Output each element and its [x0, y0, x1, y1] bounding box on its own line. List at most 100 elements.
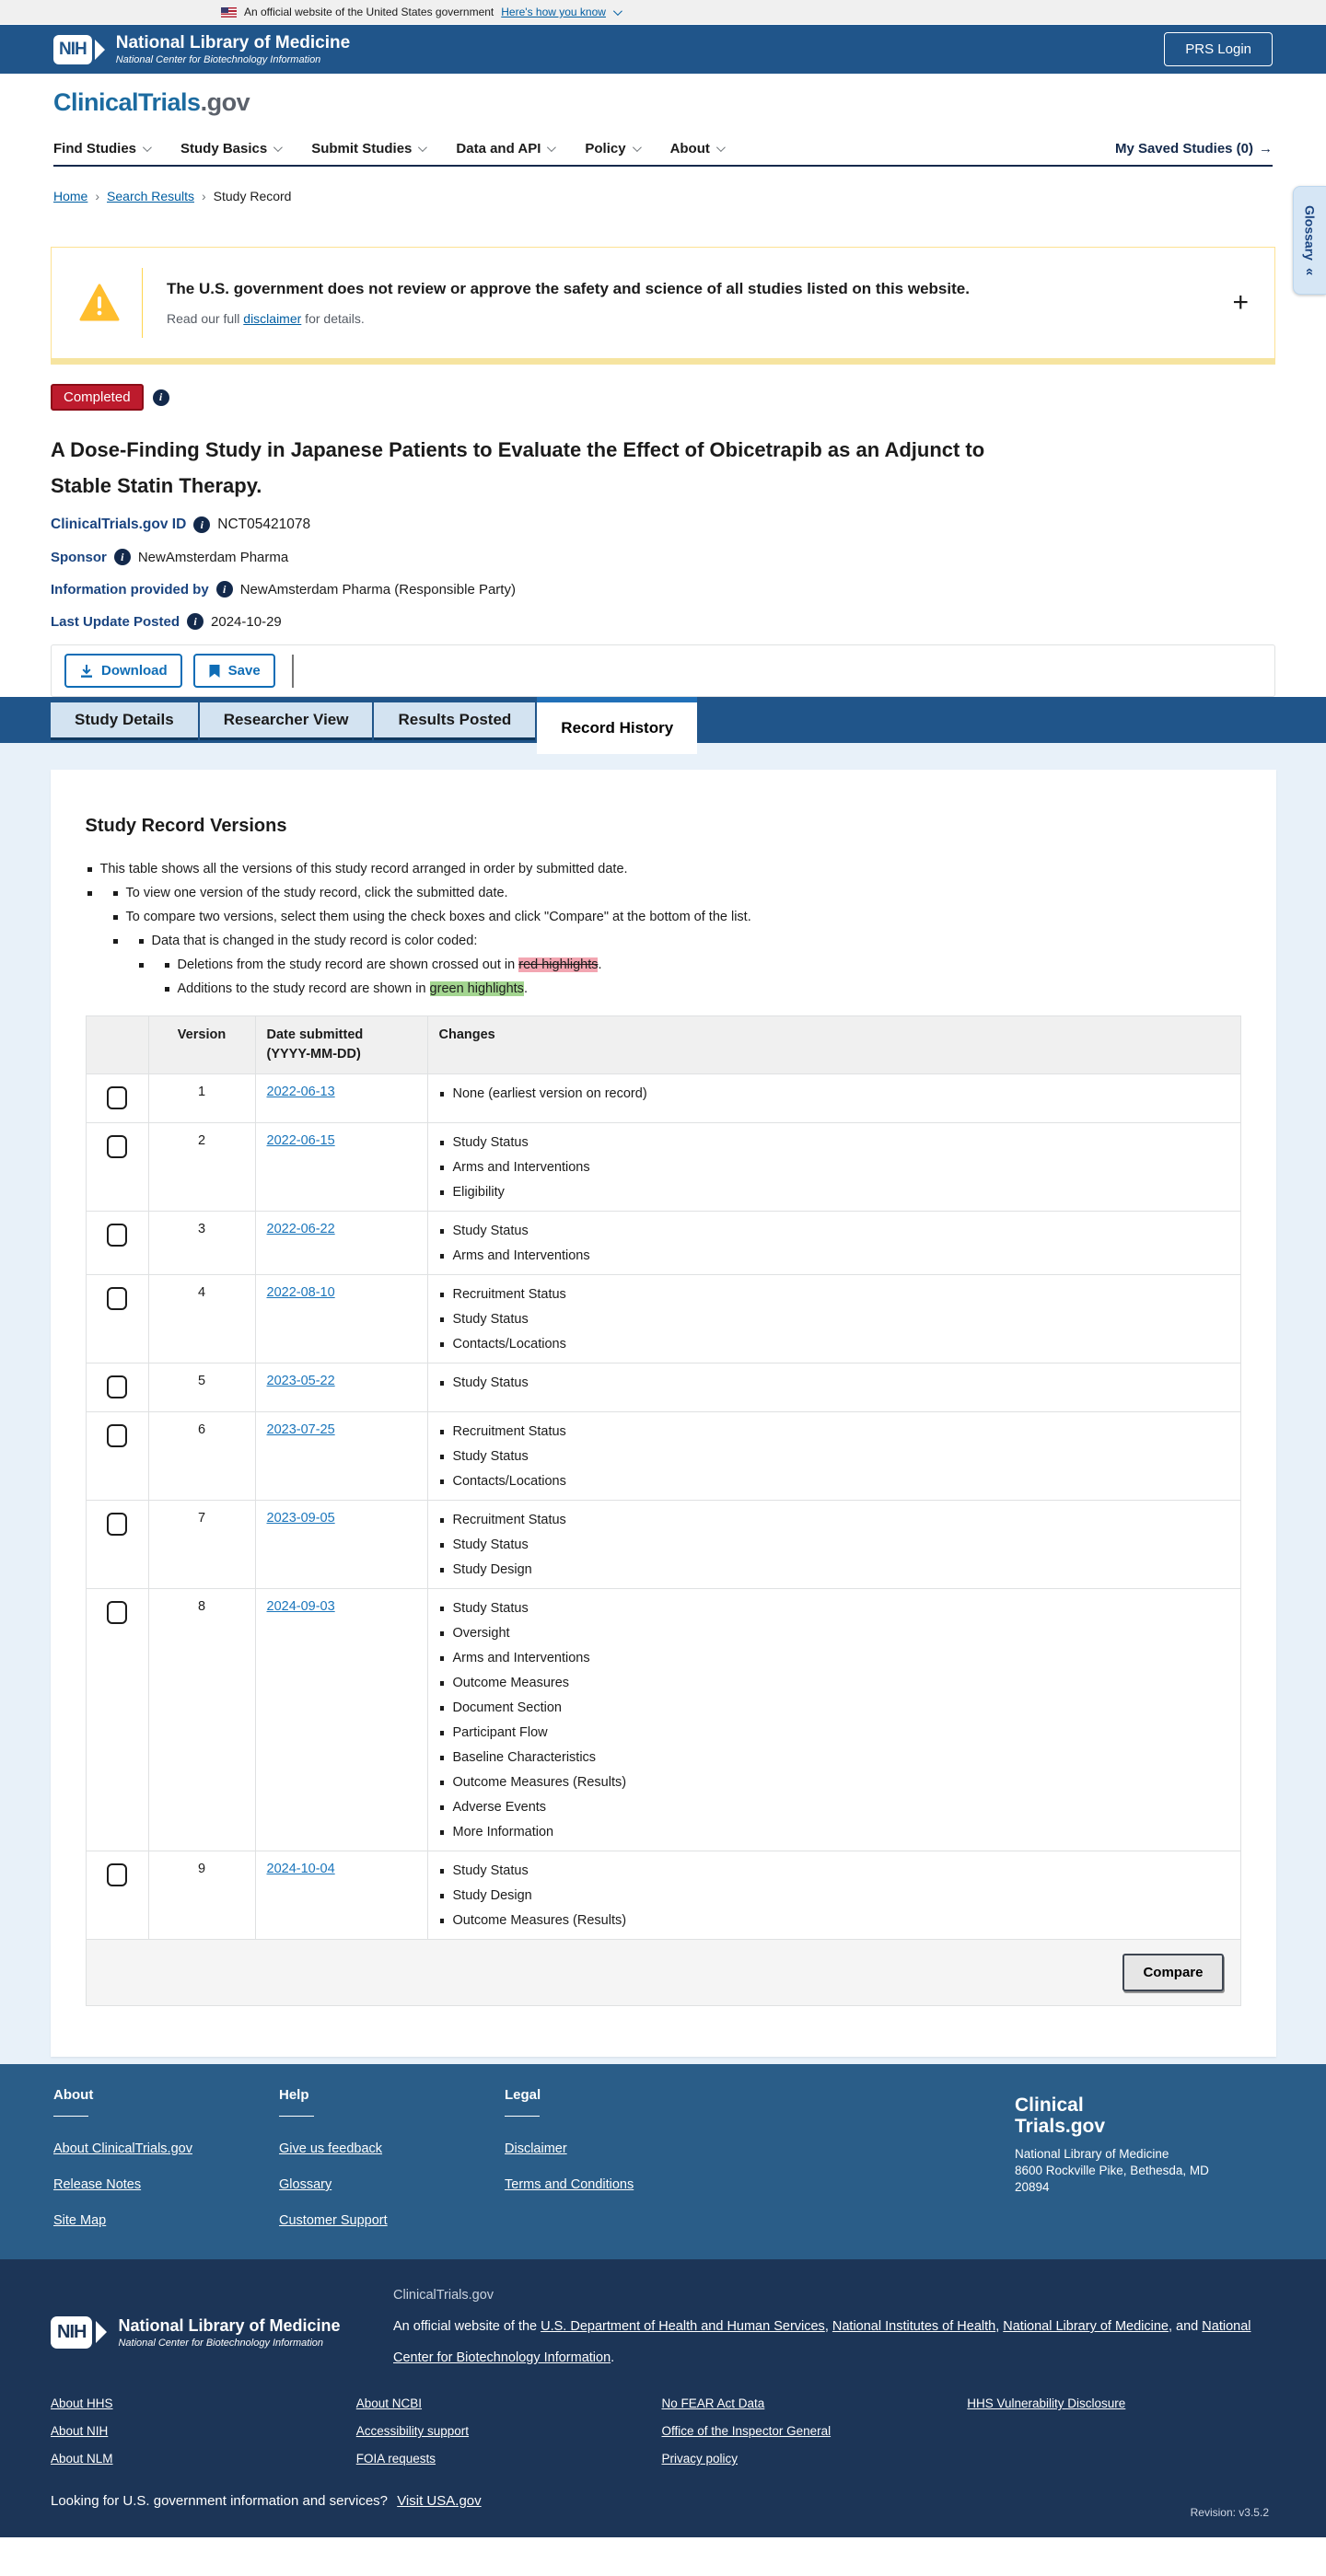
deletions-text: Deletions from the study record are show… — [177, 957, 519, 972]
breadcrumb-search-results-link[interactable]: Search Results — [107, 189, 194, 203]
changes-list: None (earliest version on record) — [439, 1085, 1229, 1103]
bottom-footer-link[interactable]: About HHS — [51, 2396, 113, 2410]
footer-link[interactable]: Glossary — [279, 2177, 332, 2192]
change-item: Study Design — [439, 1886, 1229, 1905]
table-row: 9 2024-10-04 Study Status Study Design Out… — [85, 1851, 1241, 1940]
version-checkbox[interactable] — [107, 1863, 127, 1886]
info-icon[interactable]: i — [187, 613, 204, 630]
disclaimer-link[interactable]: disclaimer — [243, 311, 302, 326]
nav-item[interactable]: Study Basics — [180, 141, 284, 157]
bottom-footer-link[interactable]: HHS Vulnerability Disclosure — [967, 2396, 1126, 2410]
footer-link[interactable]: Disclaimer — [505, 2141, 567, 2156]
version-checkbox[interactable] — [107, 1086, 127, 1109]
save-button[interactable]: Save — [192, 654, 275, 688]
official-statement-link[interactable]: U.S. Department of Health and Human Serv… — [541, 2319, 825, 2334]
nav-item-label: About — [669, 140, 710, 157]
footer-link[interactable]: Customer Support — [279, 2213, 388, 2228]
warning-subtext-suffix: for details. — [301, 311, 365, 326]
info-icon[interactable]: i — [113, 549, 131, 565]
clinicaltrials-logo[interactable]: ClinicalTrials.gov — [53, 88, 1273, 117]
date-cell: 2022-06-15 — [254, 1122, 428, 1212]
tab-results-posted[interactable]: Results Posted — [374, 702, 536, 740]
version-date-link[interactable]: 2024-10-04 — [266, 1862, 335, 1876]
version-checkbox[interactable] — [107, 1135, 127, 1158]
nlm-footer-org-name: National Library of Medicine — [118, 2315, 341, 2335]
tab-record-history[interactable]: Record History — [537, 697, 698, 754]
version-date-link[interactable]: 2022-08-10 — [266, 1285, 335, 1300]
version-checkbox[interactable] — [107, 1375, 127, 1398]
tab-researcher-view[interactable]: Researcher View — [199, 702, 373, 740]
study-record-versions-card: Study Record Versions This table shows a… — [50, 770, 1276, 2057]
date-cell: 2024-10-04 — [254, 1851, 428, 1940]
nav-item[interactable]: About — [669, 140, 726, 157]
table-row: 3 2022-06-22 Study Status Arms and Interv… — [85, 1211, 1241, 1275]
version-date-link[interactable]: 2022-06-22 — [266, 1222, 335, 1236]
info-icon[interactable]: i — [215, 581, 233, 598]
heres-how-you-know-link[interactable]: Here's how you know — [501, 6, 606, 18]
official-statement-link[interactable]: National Library of Medicine — [1003, 2319, 1169, 2334]
saved-studies-label: My Saved Studies (0) — [1114, 140, 1253, 157]
footer-link[interactable]: Release Notes — [53, 2177, 142, 2192]
nav-item-label: Find Studies — [53, 140, 136, 157]
bottom-footer-link[interactable]: About NLM — [51, 2452, 113, 2466]
warning-text-block: The U.S. government does not review or a… — [167, 280, 970, 326]
official-statement-link[interactable]: National Institutes of Health — [832, 2319, 996, 2334]
visit-usa-gov-link[interactable]: Visit USA.gov — [397, 2493, 482, 2509]
footer-link[interactable]: Give us feedback — [279, 2141, 383, 2156]
version-date-link[interactable]: 2024-09-03 — [266, 1599, 335, 1614]
version-date-link[interactable]: 2023-09-05 — [266, 1511, 335, 1526]
changes-cell: Study Status Arms and Interventions — [426, 1211, 1241, 1275]
changes-column-header: Changes — [426, 1015, 1241, 1074]
nlm-footer-titles: National Library of Medicine National Ce… — [118, 2316, 340, 2349]
bottom-footer-link[interactable]: About NCBI — [355, 2396, 423, 2410]
footer-link[interactable]: Site Map — [53, 2213, 107, 2228]
bottom-footer-link[interactable]: Office of the Inspector General — [661, 2424, 832, 2438]
compare-button[interactable]: Compare — [1122, 1954, 1224, 1991]
version-date-link[interactable]: 2022-06-15 — [266, 1133, 335, 1148]
breadcrumb-home-link[interactable]: Home — [53, 189, 88, 203]
prs-login-button[interactable]: PRS Login — [1164, 32, 1273, 66]
status-badge: Completed — [51, 384, 144, 411]
version-date-link[interactable]: 2023-05-22 — [266, 1374, 335, 1388]
chevron-down-icon — [142, 142, 152, 152]
last-update-value: 2024-10-29 — [211, 613, 282, 630]
my-saved-studies-link[interactable]: My Saved Studies (0) → — [1115, 141, 1273, 157]
footer-link[interactable]: About ClinicalTrials.gov — [53, 2141, 192, 2156]
info-icon[interactable]: i — [152, 389, 169, 406]
main-nav: Find Studies Study Basics Submit Studies… — [53, 132, 1273, 167]
bottom-footer-link[interactable]: Privacy policy — [661, 2452, 739, 2466]
version-cell: 4 — [147, 1274, 256, 1363]
red-highlight-sample: red highlights — [518, 957, 599, 972]
nav-item[interactable]: Data and API — [456, 141, 557, 157]
versions-table: Version Date submitted (YYYY-MM-DD) Chan… — [85, 1015, 1241, 2006]
bottom-footer-link[interactable]: About NIH — [51, 2424, 109, 2438]
tab-study-details[interactable]: Study Details — [51, 702, 198, 740]
bottom-footer-link[interactable]: Accessibility support — [355, 2424, 470, 2438]
study-header-section: The U.S. government does not review or a… — [0, 210, 1326, 697]
nav-item[interactable]: Policy — [585, 141, 642, 157]
change-item: Outcome Measures (Results) — [439, 1911, 1229, 1930]
version-checkbox[interactable] — [107, 1513, 127, 1536]
glossary-side-tab[interactable]: Glossary « — [1293, 186, 1326, 295]
footer-link[interactable]: Terms and Conditions — [505, 2177, 634, 2192]
nav-item[interactable]: Submit Studies — [311, 141, 428, 157]
version-date-link[interactable]: 2023-07-25 — [266, 1422, 335, 1437]
info-icon[interactable]: i — [193, 516, 211, 533]
download-button[interactable]: Download — [64, 654, 182, 688]
additions-suffix: . — [523, 981, 528, 996]
footer-address: National Library of Medicine 8600 Rockvi… — [1015, 2146, 1273, 2196]
nlm-footer-logo[interactable]: NIH National Library of Medicine Nationa… — [51, 2280, 393, 2373]
change-item: Participant Flow — [439, 1723, 1229, 1742]
expand-plus-icon[interactable]: + — [1232, 287, 1249, 318]
bottom-footer-link[interactable]: No FEAR Act Data — [661, 2396, 765, 2410]
nih-logo[interactable]: NIH — [53, 34, 105, 64]
version-checkbox[interactable] — [107, 1601, 127, 1624]
version-date-link[interactable]: 2022-06-13 — [266, 1085, 335, 1099]
version-checkbox[interactable] — [107, 1424, 127, 1447]
official-statement-link[interactable]: National Center for Biotechnology Inform… — [393, 2319, 1251, 2365]
bottom-footer-link[interactable]: FOIA requests — [355, 2452, 436, 2466]
version-checkbox[interactable] — [107, 1224, 127, 1247]
version-checkbox[interactable] — [107, 1287, 127, 1310]
nav-item[interactable]: Find Studies — [53, 140, 152, 157]
